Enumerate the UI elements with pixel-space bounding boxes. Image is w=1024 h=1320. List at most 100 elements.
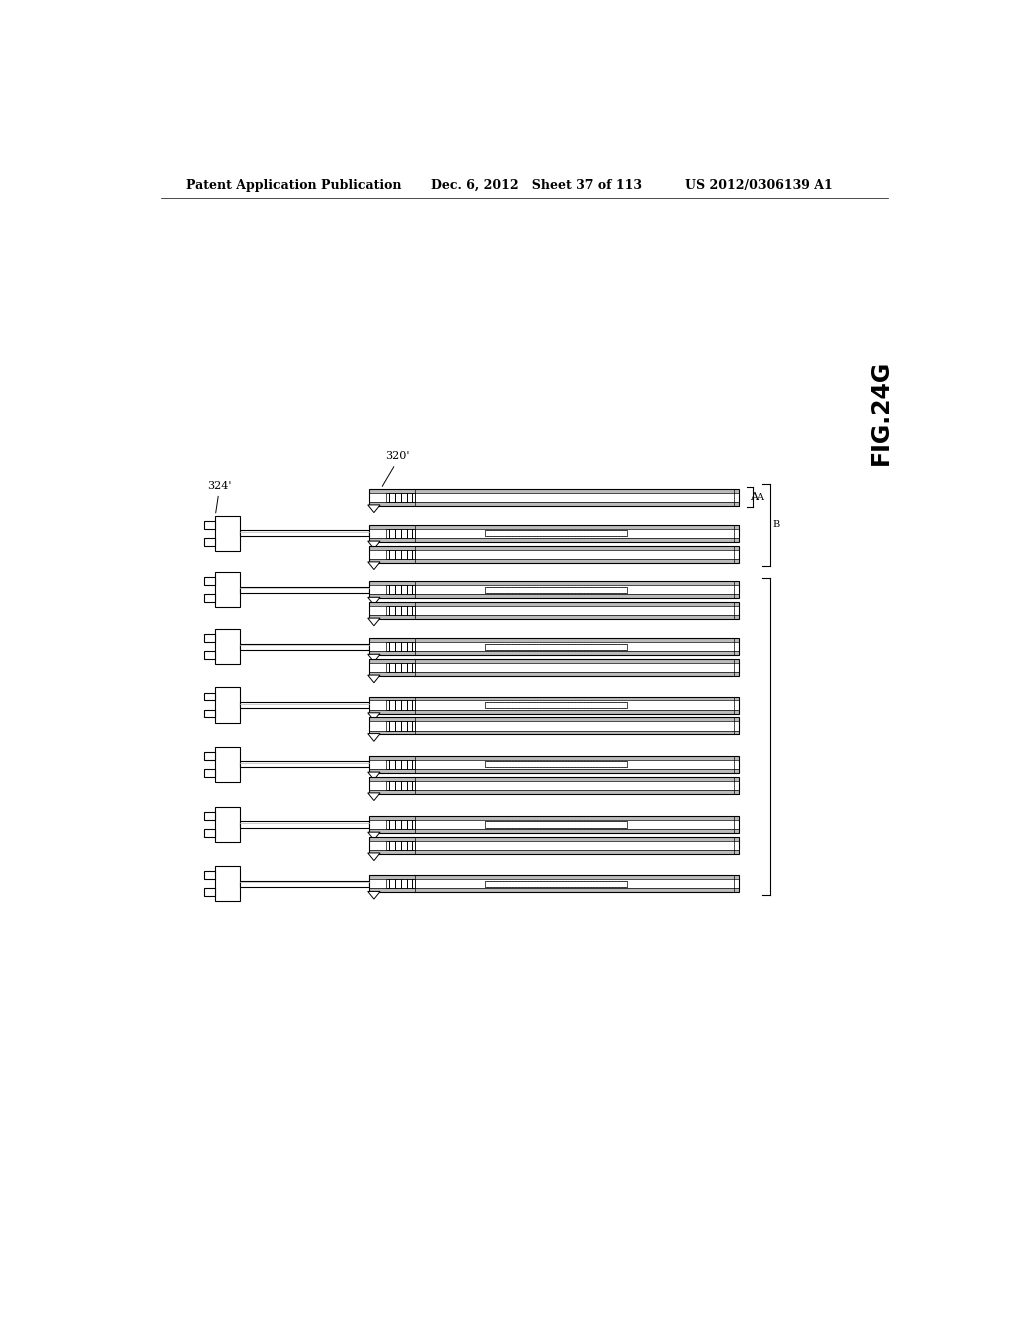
Bar: [240, 586, 370, 593]
Bar: [370, 594, 739, 598]
Bar: [370, 850, 739, 854]
Bar: [240, 762, 370, 767]
Bar: [370, 539, 739, 543]
Polygon shape: [368, 793, 380, 800]
Bar: [370, 663, 739, 672]
Bar: [240, 644, 370, 649]
Bar: [240, 880, 370, 887]
Bar: [370, 606, 739, 615]
Bar: [370, 756, 739, 760]
Bar: [370, 816, 739, 820]
Bar: [370, 558, 739, 562]
Bar: [370, 488, 739, 492]
Polygon shape: [368, 853, 380, 861]
Bar: [484, 762, 628, 767]
Bar: [386, 492, 416, 502]
Bar: [205, 521, 215, 529]
Bar: [370, 492, 739, 502]
Bar: [370, 502, 739, 506]
Bar: [370, 701, 739, 710]
Bar: [484, 821, 628, 828]
Polygon shape: [368, 562, 380, 570]
Bar: [205, 710, 215, 718]
Bar: [205, 812, 215, 820]
Bar: [484, 531, 628, 536]
Bar: [370, 760, 739, 770]
Text: US 2012/0306139 A1: US 2012/0306139 A1: [685, 178, 833, 191]
Bar: [215, 572, 240, 607]
Bar: [215, 688, 240, 723]
Bar: [370, 875, 739, 892]
Bar: [205, 888, 215, 896]
Bar: [205, 871, 215, 879]
Bar: [370, 651, 739, 655]
Bar: [370, 710, 739, 714]
Bar: [370, 718, 739, 734]
Bar: [205, 752, 215, 760]
Bar: [370, 888, 739, 892]
Bar: [370, 776, 739, 780]
Bar: [370, 672, 739, 676]
Bar: [205, 829, 215, 837]
Bar: [370, 789, 739, 793]
Bar: [484, 702, 628, 708]
Bar: [370, 718, 739, 721]
Bar: [370, 875, 739, 879]
Text: A: A: [750, 492, 758, 502]
Bar: [215, 747, 240, 781]
Bar: [370, 756, 739, 774]
Bar: [370, 602, 739, 606]
Bar: [370, 549, 739, 558]
Bar: [370, 638, 739, 655]
Bar: [370, 642, 739, 651]
Bar: [370, 721, 739, 730]
Text: A: A: [756, 492, 763, 502]
Text: Dec. 6, 2012   Sheet 37 of 113: Dec. 6, 2012 Sheet 37 of 113: [431, 178, 642, 191]
Bar: [370, 581, 739, 598]
Bar: [370, 697, 739, 714]
Bar: [370, 820, 739, 829]
Polygon shape: [368, 772, 380, 780]
Text: 320': 320': [382, 451, 410, 486]
Text: B: B: [773, 520, 780, 529]
Bar: [370, 659, 739, 663]
Bar: [370, 780, 739, 789]
Bar: [205, 635, 215, 642]
Bar: [370, 585, 739, 594]
Bar: [370, 602, 739, 619]
Bar: [205, 770, 215, 776]
Text: 324': 324': [208, 480, 232, 513]
Bar: [370, 829, 739, 833]
Bar: [386, 663, 416, 672]
Bar: [370, 776, 739, 793]
Bar: [205, 594, 215, 602]
Bar: [370, 770, 739, 774]
Bar: [240, 702, 370, 708]
Bar: [370, 837, 739, 841]
Bar: [386, 585, 416, 594]
Polygon shape: [368, 713, 380, 721]
Bar: [386, 549, 416, 558]
Polygon shape: [368, 618, 380, 626]
Polygon shape: [368, 541, 380, 549]
Bar: [215, 807, 240, 842]
Bar: [386, 721, 416, 730]
Bar: [215, 516, 240, 552]
Bar: [215, 628, 240, 664]
Polygon shape: [368, 506, 380, 512]
Polygon shape: [368, 891, 380, 899]
Bar: [370, 581, 739, 585]
Bar: [370, 879, 739, 888]
Text: FIG.24G: FIG.24G: [869, 360, 893, 465]
Bar: [240, 531, 370, 536]
Bar: [386, 529, 416, 539]
Bar: [370, 730, 739, 734]
Bar: [370, 529, 739, 539]
Bar: [370, 697, 739, 701]
Bar: [205, 539, 215, 545]
Bar: [386, 780, 416, 789]
Polygon shape: [368, 832, 380, 840]
Text: Patent Application Publication: Patent Application Publication: [186, 178, 401, 191]
Bar: [484, 644, 628, 649]
Polygon shape: [368, 598, 380, 605]
